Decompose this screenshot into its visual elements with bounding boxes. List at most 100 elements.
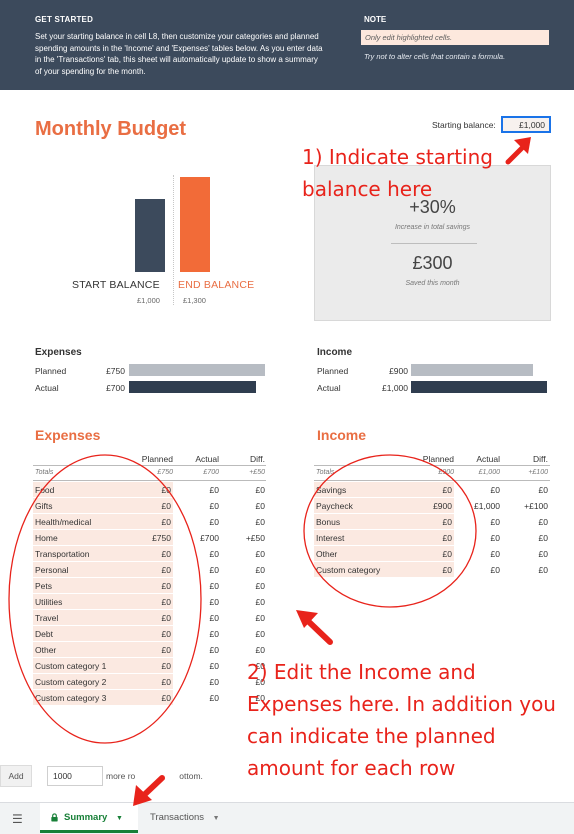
expenses-header-planned: Planned [141, 454, 173, 464]
income-planned-cell[interactable]: £900 [406, 498, 454, 514]
expenses-planned-cell[interactable]: £0 [125, 642, 173, 658]
expenses-category-cell[interactable]: Custom category 3 [33, 690, 125, 706]
expenses-planned-cell[interactable]: £0 [125, 626, 173, 642]
chevron-down-icon[interactable]: ▼ [212, 815, 220, 822]
expenses-header-line [33, 465, 266, 466]
summary-divider [391, 243, 477, 244]
expenses-row: Health/medical £0 £0 £0 [33, 514, 269, 530]
income-actual-bar [411, 381, 547, 393]
expenses-diff-cell: £0 [255, 565, 265, 575]
income-totals-line [314, 480, 550, 481]
income-category-cell[interactable]: Interest [314, 530, 406, 546]
expenses-totals-diff: +£50 [249, 469, 265, 476]
expenses-category-cell[interactable]: Custom category 2 [33, 674, 125, 690]
expenses-planned-cell[interactable]: £0 [125, 562, 173, 578]
add-rows-count-input[interactable]: 1000 [47, 766, 103, 786]
expenses-category-cell[interactable]: Pets [33, 578, 125, 594]
chevron-down-icon[interactable]: ▼ [115, 815, 123, 822]
income-actual-label: Actual [317, 383, 341, 393]
get-started-body: Set your starting balance in cell L8, th… [35, 32, 323, 76]
expenses-row: Gifts £0 £0 £0 [33, 498, 269, 514]
income-header-diff: Diff. [533, 454, 548, 464]
expenses-actual-cell: £0 [209, 613, 219, 623]
income-mini-title: Income [317, 347, 353, 358]
end-balance-label: END BALANCE [178, 279, 255, 291]
income-category-cell[interactable]: Other [314, 546, 406, 562]
expenses-planned-cell[interactable]: £0 [125, 578, 173, 594]
income-diff-cell: £0 [538, 565, 548, 575]
add-rows-text: more ro ottom. [106, 771, 203, 781]
start-balance-value: £1,000 [137, 296, 160, 305]
expenses-diff-cell: £0 [255, 485, 265, 495]
expenses-category-cell[interactable]: Personal [33, 562, 125, 578]
expenses-category-cell[interactable]: Food [33, 482, 125, 498]
expenses-row: Custom category 3 £0 £0 £0 [33, 690, 269, 706]
expenses-header-diff: Diff. [250, 454, 265, 464]
income-row: Bonus £0 £0 £0 [314, 514, 550, 530]
annotation-edit-tables: 2) Edit the Income and Expenses here. In… [247, 660, 556, 780]
income-row: Interest £0 £0 £0 [314, 530, 550, 546]
expenses-category-cell[interactable]: Travel [33, 610, 125, 626]
expenses-row: Pets £0 £0 £0 [33, 578, 269, 594]
income-header-actual: Actual [476, 454, 500, 464]
expenses-row: Food £0 £0 £0 [33, 482, 269, 498]
end-balance-value: £1,300 [183, 296, 206, 305]
income-actual-cell: £0 [490, 533, 500, 543]
income-totals-diff: +£100 [528, 469, 548, 476]
income-header-planned: Planned [422, 454, 454, 464]
expenses-table-title: Expenses [35, 427, 101, 443]
expenses-category-cell[interactable]: Transportation [33, 546, 125, 562]
expenses-row: Home £750 £700 +£50 [33, 530, 269, 546]
hamburger-icon[interactable]: ☰ [12, 812, 23, 826]
expenses-planned-cell[interactable]: £0 [125, 546, 173, 562]
expenses-actual-cell: £0 [209, 693, 219, 703]
income-planned-cell[interactable]: £0 [406, 546, 454, 562]
income-planned-cell[interactable]: £0 [406, 562, 454, 578]
expenses-category-cell[interactable]: Utilities [33, 594, 125, 610]
expenses-row: Travel £0 £0 £0 [33, 610, 269, 626]
expenses-category-cell[interactable]: Custom category 1 [33, 658, 125, 674]
income-category-cell[interactable]: Custom category [314, 562, 406, 578]
income-diff-cell: £0 [538, 549, 548, 559]
expenses-actual-cell: £0 [209, 581, 219, 591]
expenses-category-cell[interactable]: Gifts [33, 498, 125, 514]
expenses-planned-cell[interactable]: £0 [125, 594, 173, 610]
starting-balance-cell[interactable]: £1,000 [501, 116, 551, 133]
income-category-cell[interactable]: Bonus [314, 514, 406, 530]
expenses-actual-cell: £0 [209, 629, 219, 639]
income-planned-cell[interactable]: £0 [406, 482, 454, 498]
expenses-planned-cell[interactable]: £0 [125, 514, 173, 530]
savings-summary-box: +30% Increase in total savings £300 Save… [314, 165, 551, 321]
tab-transactions[interactable]: Transactions ▼ [140, 803, 238, 833]
income-totals-actual: £1,000 [478, 469, 500, 476]
expenses-planned-cell[interactable]: £750 [125, 530, 173, 546]
note-text: Try not to alter cells that contain a fo… [364, 52, 506, 61]
income-planned-cell[interactable]: £0 [406, 514, 454, 530]
income-diff-cell: +£100 [524, 501, 548, 511]
income-category-cell[interactable]: Paycheck [314, 498, 406, 514]
expenses-category-cell[interactable]: Health/medical [33, 514, 125, 530]
expenses-header-actual: Actual [195, 454, 219, 464]
expenses-planned-cell[interactable]: £0 [125, 610, 173, 626]
expenses-planned-cell[interactable]: £0 [125, 498, 173, 514]
expenses-row: Other £0 £0 £0 [33, 642, 269, 658]
expenses-category-cell[interactable]: Other [33, 642, 125, 658]
expenses-category-cell[interactable]: Home [33, 530, 125, 546]
expenses-totals-actual: £700 [203, 469, 219, 476]
expenses-planned-cell[interactable]: £0 [125, 690, 173, 706]
expenses-category-cell[interactable]: Debt [33, 626, 125, 642]
expenses-row: Custom category 2 £0 £0 £0 [33, 674, 269, 690]
expenses-totals-planned: £750 [157, 469, 173, 476]
tab-summary[interactable]: Summary ▼ [40, 803, 138, 833]
income-planned-cell[interactable]: £0 [406, 530, 454, 546]
expenses-actual-cell: £0 [209, 517, 219, 527]
expenses-planned-cell[interactable]: £0 [125, 482, 173, 498]
expenses-planned-cell[interactable]: £0 [125, 674, 173, 690]
add-rows-button[interactable]: Add [0, 765, 32, 787]
start-balance-bar [135, 199, 165, 272]
income-row: Custom category £0 £0 £0 [314, 562, 550, 578]
expenses-planned-value: £750 [106, 366, 125, 376]
expenses-planned-cell[interactable]: £0 [125, 658, 173, 674]
income-category-cell[interactable]: Savings [314, 482, 406, 498]
instructions-banner: GET STARTED Set your starting balance in… [0, 0, 574, 90]
